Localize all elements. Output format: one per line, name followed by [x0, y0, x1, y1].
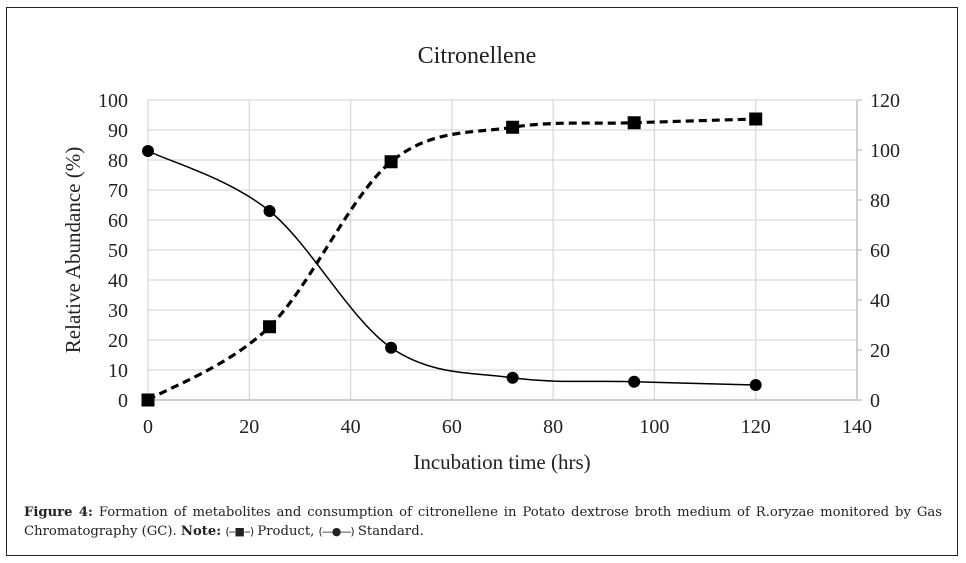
data-point-product [627, 116, 641, 130]
axes [148, 99, 862, 401]
data-point-standard [749, 379, 762, 391]
series-group [141, 112, 763, 407]
left-y-tick-label: 100 [98, 90, 128, 112]
standard-legend-label: Standard. [353, 524, 424, 539]
caption-text: Formation of metabolites and consumption… [24, 505, 942, 539]
data-point-product [263, 320, 277, 334]
right-y-tick-label: 0 [870, 390, 880, 412]
x-tick-label: 120 [741, 416, 771, 438]
x-tick-label: 20 [239, 416, 259, 438]
figure-label: Figure 4: [24, 505, 93, 520]
left-y-tick-label: 0 [118, 390, 128, 412]
data-point-standard [142, 145, 154, 157]
series-product [141, 112, 763, 407]
data-point-standard [385, 341, 398, 354]
y-axis-label: Relative Abundance (%) [61, 147, 85, 353]
left-y-tick-label: 80 [108, 150, 128, 172]
tick-labels: 0 10 20 30 40 50 60 70 80 90 100 0 20 40 60 80 100 120 0 20… [98, 90, 900, 438]
left-y-tick-label: 50 [108, 240, 128, 262]
figure-caption: Figure 4: Formation of metabolites and c… [24, 503, 942, 541]
data-point-standard [506, 371, 519, 384]
x-tick-label: 40 [341, 416, 361, 438]
standard-legend-glyph-icon: (—●—) [318, 525, 355, 538]
figure-frame [6, 7, 958, 556]
right-y-tick-label: 40 [870, 290, 890, 312]
series-standard [142, 145, 762, 391]
right-y-tick-label: 80 [870, 190, 890, 212]
right-y-tick-label: 120 [870, 90, 900, 112]
data-point-standard [628, 375, 641, 388]
data-point-standard [263, 205, 276, 217]
data-point-product [506, 120, 520, 134]
left-y-tick-label: 60 [108, 210, 128, 232]
x-tick-label: 60 [442, 416, 462, 438]
chart-title: Citronellene [418, 43, 537, 69]
note-label: Note: [180, 524, 222, 539]
x-tick-label: 140 [842, 416, 872, 438]
left-y-tick-label: 30 [108, 300, 128, 322]
left-y-tick-label: 40 [108, 270, 128, 292]
right-y-tick-label: 100 [870, 140, 900, 162]
left-y-tick-label: 20 [108, 330, 128, 352]
right-y-tick-label: 20 [870, 340, 890, 362]
grid-lines [147, 99, 857, 400]
series-line-product [147, 117, 756, 402]
x-tick-label: 100 [639, 416, 669, 438]
x-tick-label: 80 [543, 416, 563, 438]
left-y-tick-label: 10 [108, 360, 128, 382]
left-y-tick-label: 90 [108, 120, 128, 142]
data-point-product [384, 155, 398, 169]
data-point-product [749, 112, 763, 126]
left-y-tick-label: 70 [108, 180, 128, 202]
product-legend-label: Product, [253, 524, 319, 539]
product-legend-glyph-icon: (--■--) [225, 525, 254, 538]
chart: 0 10 20 30 40 50 60 70 80 90 100 0 20 40 60 80 100 120 0 20… [61, 43, 900, 474]
data-point-product [141, 393, 155, 407]
right-y-tick-label: 60 [870, 240, 890, 262]
x-axis-label: Incubation time (hrs) [413, 450, 590, 474]
x-tick-label: 0 [143, 416, 153, 438]
series-line-standard [147, 150, 756, 386]
